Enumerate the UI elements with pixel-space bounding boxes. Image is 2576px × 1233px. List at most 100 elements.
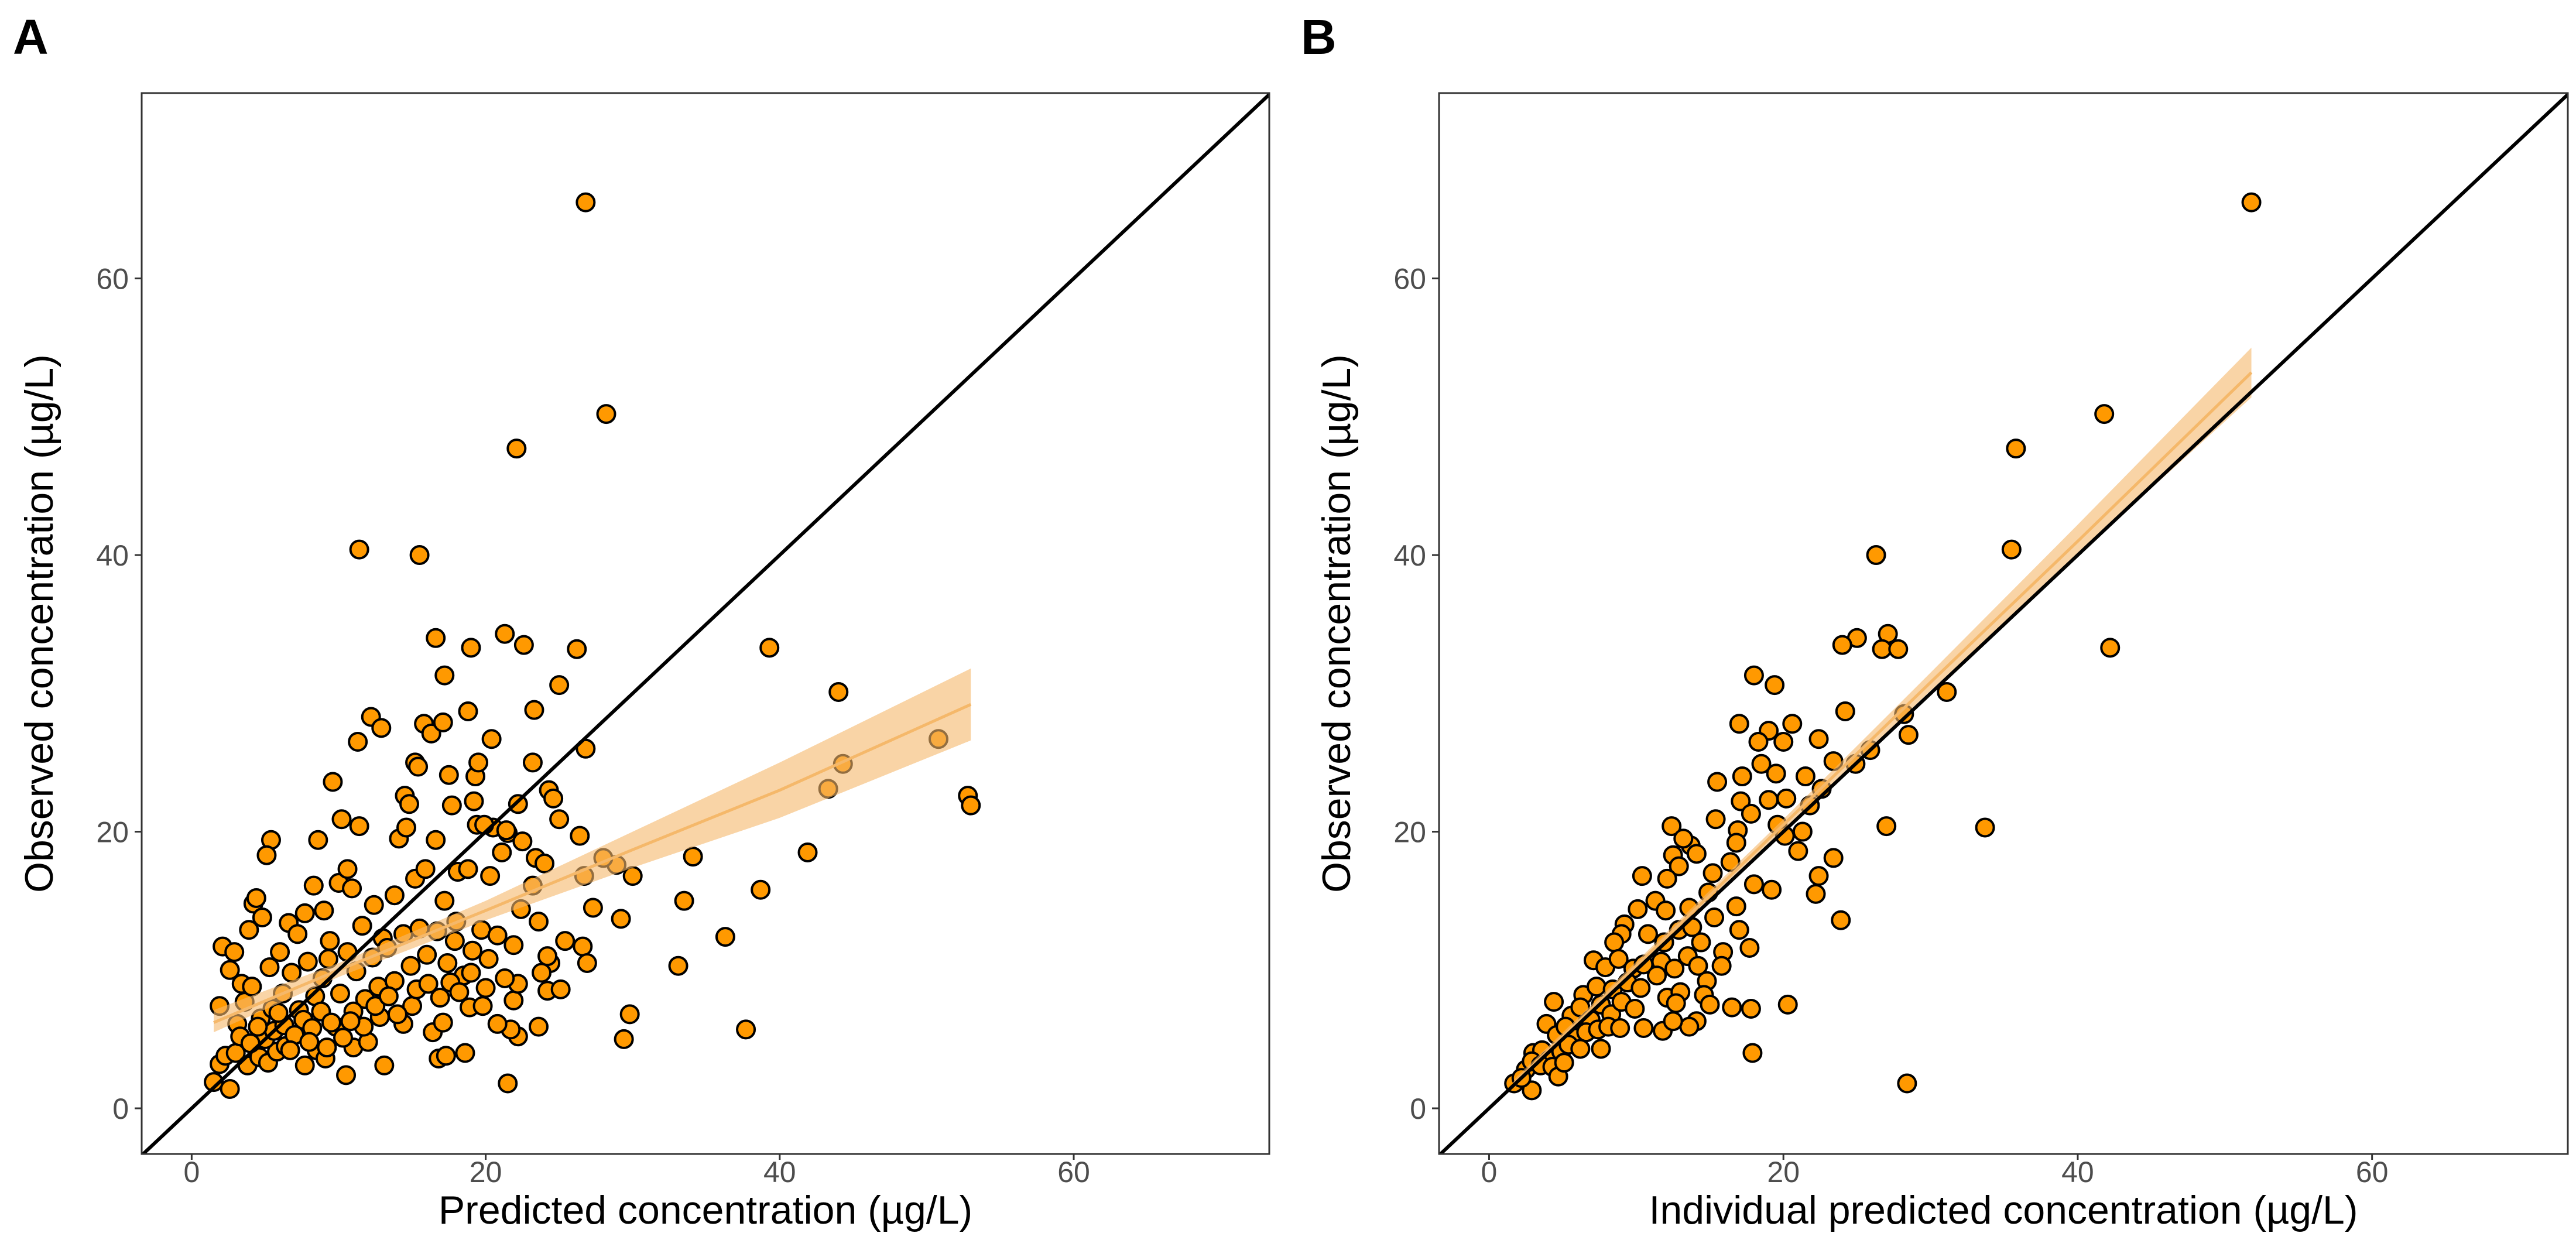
- data-point: [252, 907, 272, 928]
- data-point: [2241, 192, 2262, 213]
- data-point: [352, 916, 372, 936]
- smooth-line: [1513, 371, 2253, 1085]
- data-point: [441, 795, 462, 816]
- data-point: [1688, 955, 1708, 976]
- x-tick-label: 0: [183, 1156, 200, 1189]
- data-point: [1705, 809, 1726, 830]
- data-point: [524, 700, 544, 720]
- data-point: [797, 842, 818, 862]
- data-point: [418, 974, 439, 994]
- data-point: [1795, 766, 1815, 787]
- data-point: [464, 791, 484, 811]
- data-point: [751, 879, 771, 900]
- panel-label: A: [13, 9, 49, 64]
- data-point: [437, 953, 458, 973]
- data-point: [371, 718, 392, 738]
- data-point: [336, 1065, 357, 1085]
- data-point: [1711, 955, 1732, 976]
- data-point: [683, 847, 703, 867]
- data-point: [674, 890, 694, 911]
- data-point: [961, 795, 981, 816]
- data-point: [1743, 874, 1764, 895]
- data-point: [1633, 1018, 1654, 1039]
- data-point: [2100, 638, 2121, 658]
- data-point: [1691, 932, 1711, 953]
- data-point: [1666, 993, 1686, 1013]
- panel-border: [1438, 92, 2569, 1155]
- data-point: [503, 990, 524, 1011]
- data-point: [522, 752, 543, 773]
- data-point: [1632, 866, 1652, 886]
- panel-a: A Predicted concentration (µg/L) Observe…: [13, 9, 1270, 1232]
- data-point: [1630, 978, 1651, 998]
- smooth-confidence-band: [214, 668, 971, 1033]
- smooth-line: [213, 703, 972, 1024]
- y-tick-label: 60: [96, 263, 129, 296]
- data-point: [528, 1016, 549, 1037]
- data-point: [537, 946, 558, 967]
- data-point: [1647, 965, 1667, 986]
- identity-line: [142, 93, 1269, 1154]
- data-point: [303, 875, 324, 896]
- data-point: [224, 942, 245, 963]
- data-point: [314, 900, 334, 921]
- data-point: [1777, 994, 1798, 1015]
- data-point: [1866, 545, 1886, 566]
- data-point: [1743, 665, 1764, 686]
- data-point: [1751, 754, 1772, 774]
- data-point: [513, 635, 534, 655]
- data-point: [1741, 803, 1761, 824]
- data-point: [294, 903, 315, 923]
- data-point: [492, 842, 512, 862]
- data-point: [268, 1003, 289, 1023]
- data-point: [337, 859, 358, 879]
- data-point: [570, 826, 590, 846]
- data-point: [1608, 948, 1629, 969]
- data-point: [1776, 788, 1797, 809]
- data-point: [1656, 900, 1676, 921]
- data-point: [1808, 729, 1829, 749]
- data-point: [280, 1040, 300, 1060]
- data-point: [532, 963, 552, 983]
- y-tick-label: 0: [1410, 1092, 1426, 1125]
- smooth-confidence-band: [1514, 347, 2252, 1088]
- data-point: [1610, 1018, 1630, 1039]
- data-point: [1729, 714, 1749, 734]
- data-point: [715, 927, 735, 947]
- data-point: [1742, 1043, 1763, 1063]
- data-point: [1679, 1016, 1700, 1037]
- data-point: [449, 982, 470, 1002]
- data-point: [426, 628, 446, 648]
- data-point: [458, 859, 478, 879]
- data-point: [270, 942, 290, 963]
- data-point: [426, 830, 446, 850]
- x-tick-label: 60: [1057, 1156, 1090, 1189]
- data-point: [256, 845, 277, 865]
- data-point: [1788, 841, 1808, 861]
- data-point: [1897, 1073, 1917, 1094]
- data-point: [1707, 772, 1728, 792]
- data-point: [496, 820, 516, 841]
- y-tick-label: 60: [1393, 263, 1426, 296]
- data-point: [458, 701, 478, 722]
- data-point: [506, 439, 527, 459]
- data-point: [1729, 920, 1749, 940]
- data-point: [308, 830, 328, 850]
- data-point: [1741, 998, 1761, 1019]
- data-point: [1722, 997, 1742, 1018]
- data-point: [461, 638, 481, 658]
- x-axis-title: Predicted concentration (µg/L): [439, 1188, 972, 1232]
- data-point: [487, 1013, 508, 1034]
- plot-area: [142, 93, 1269, 1154]
- data-point: [417, 944, 437, 965]
- data-point: [1544, 992, 1564, 1012]
- data-point: [1657, 868, 1677, 889]
- data-point: [444, 931, 465, 951]
- y-tick-label: 0: [112, 1092, 129, 1125]
- data-point: [378, 986, 399, 1006]
- y-tick-label: 40: [96, 539, 129, 572]
- data-point: [1570, 1039, 1591, 1059]
- data-point: [430, 988, 450, 1008]
- data-point: [611, 909, 631, 929]
- data-point: [455, 1043, 475, 1063]
